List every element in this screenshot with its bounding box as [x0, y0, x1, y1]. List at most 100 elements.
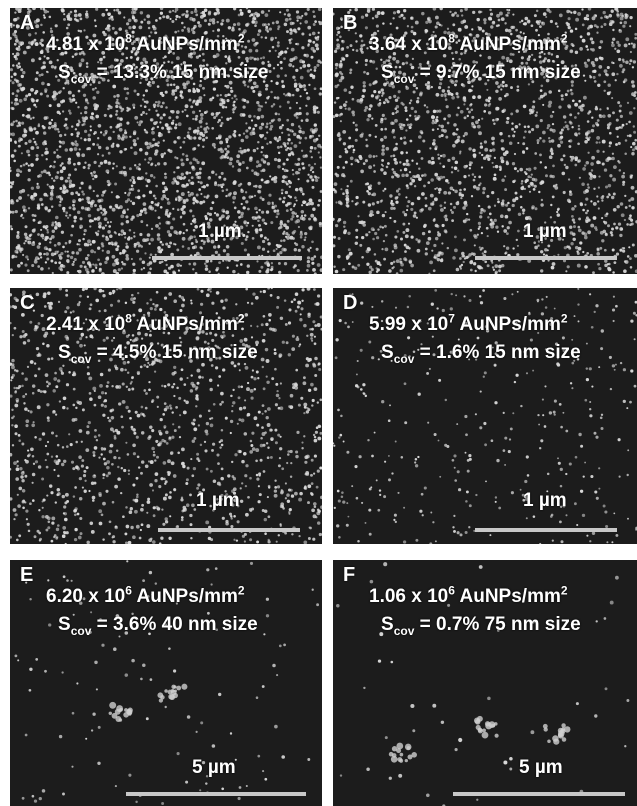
nanoparticle — [136, 121, 139, 124]
nanoparticle — [472, 36, 477, 40]
nanoparticle — [469, 103, 472, 107]
nanoparticle — [592, 271, 595, 274]
nanoparticle — [149, 144, 153, 148]
nanoparticle — [216, 34, 220, 38]
nanoparticle — [458, 152, 462, 155]
nanoparticle — [291, 93, 295, 97]
nanoparticle — [309, 332, 314, 337]
nanoparticle — [201, 185, 204, 189]
nanoparticle — [171, 91, 176, 96]
nanoparticle — [339, 63, 343, 67]
nanoparticle — [431, 202, 435, 206]
nanoparticle — [114, 182, 118, 186]
nanoparticle — [168, 536, 172, 540]
nanoparticle — [286, 202, 291, 206]
nanoparticle — [613, 165, 617, 170]
nanoparticle — [59, 176, 64, 181]
nanoparticle — [623, 269, 627, 273]
nanoparticle — [425, 42, 429, 46]
nanoparticle — [512, 13, 515, 16]
nanoparticle — [523, 125, 527, 129]
nanoparticle — [438, 109, 442, 113]
nanoparticle — [61, 71, 65, 75]
nanoparticle — [175, 41, 179, 45]
nanoparticle — [228, 80, 233, 85]
nanoparticle — [212, 80, 216, 84]
nanoparticle — [108, 225, 112, 228]
nanoparticle — [412, 90, 416, 94]
nanoparticle — [64, 76, 67, 79]
nanoparticle — [494, 164, 499, 169]
nanoparticle — [10, 75, 14, 79]
nanoparticle — [504, 214, 509, 219]
nanoparticle — [258, 208, 261, 212]
nanoparticle — [268, 27, 272, 31]
nanoparticle — [309, 169, 312, 172]
nanoparticle — [209, 97, 213, 102]
nanoparticle — [62, 209, 66, 213]
nanoparticle — [302, 200, 306, 205]
nanoparticle — [28, 33, 32, 37]
nanoparticle — [364, 159, 368, 163]
nanoparticle — [64, 117, 68, 121]
nanoparticle — [255, 68, 258, 71]
nanoparticle — [125, 56, 129, 60]
nanoparticle — [166, 470, 170, 474]
nanoparticle — [308, 250, 311, 253]
nanoparticle — [48, 121, 52, 125]
nanoparticle — [264, 68, 269, 73]
nanoparticle — [253, 115, 256, 118]
nanoparticle — [95, 8, 99, 11]
nanoparticle — [261, 404, 265, 407]
nanoparticle — [11, 210, 15, 214]
nanoparticle — [274, 49, 277, 52]
nanoparticle — [455, 133, 458, 136]
nanoparticle — [45, 70, 49, 73]
nanoparticle — [205, 332, 209, 336]
nanoparticle — [596, 119, 600, 122]
nanoparticle — [216, 28, 221, 32]
nanoparticle — [160, 105, 164, 109]
nanoparticle — [95, 438, 99, 442]
nanoparticle — [410, 263, 414, 268]
nanoparticle — [483, 18, 487, 22]
nanoparticle — [508, 59, 513, 64]
nanoparticle — [154, 58, 157, 61]
nanoparticle — [202, 222, 206, 226]
nanoparticle — [150, 227, 154, 231]
nanoparticle — [139, 81, 142, 85]
nanoparticle — [355, 40, 358, 43]
nanoparticle — [497, 85, 501, 89]
nanoparticle — [128, 26, 132, 30]
nanoparticle — [598, 141, 601, 144]
nanoparticle — [205, 122, 208, 125]
nanoparticle — [110, 144, 115, 148]
nanoparticle — [488, 154, 492, 158]
nanoparticle — [399, 46, 403, 49]
nanoparticle — [66, 216, 70, 219]
nanoparticle — [479, 211, 483, 215]
nanoparticle — [287, 233, 290, 237]
nanoparticle — [473, 49, 477, 53]
nanoparticle — [200, 289, 204, 293]
nanoparticle — [418, 177, 422, 181]
nanoparticle — [522, 104, 527, 109]
nanoparticle — [33, 259, 38, 264]
nanoparticle — [362, 89, 366, 93]
nanoparticle — [477, 76, 482, 81]
nanoparticle — [256, 245, 261, 250]
nanoparticle — [57, 524, 60, 527]
nanoparticle — [43, 140, 47, 144]
nanoparticle — [545, 174, 548, 178]
nanoparticle — [270, 268, 273, 272]
nanoparticle — [423, 51, 427, 55]
nanoparticle — [136, 92, 140, 96]
nanoparticle — [75, 251, 80, 255]
nanoparticle — [240, 138, 245, 143]
nanoparticle — [264, 532, 267, 535]
nanoparticle — [569, 49, 574, 54]
nanoparticle — [483, 250, 487, 254]
nanoparticle — [117, 11, 122, 15]
nanoparticle — [251, 216, 254, 219]
nanoparticle — [237, 56, 241, 59]
